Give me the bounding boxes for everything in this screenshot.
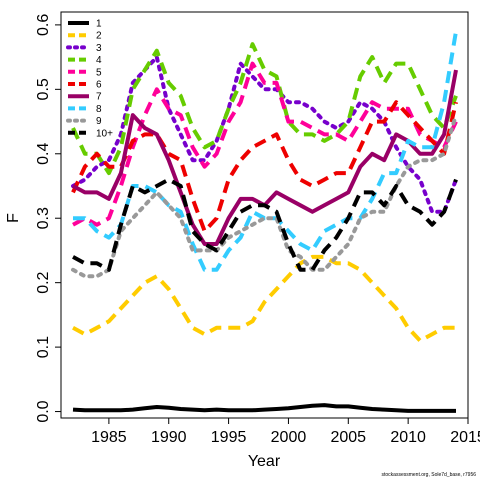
y-tick-label: 0.1	[35, 336, 52, 358]
legend-label-1: 1	[96, 19, 102, 30]
series-line-1	[72, 403, 456, 413]
x-tick-label: 2015	[450, 429, 480, 446]
y-tick-label: 0.6	[35, 14, 52, 36]
y-axis: 0.0 0.1 0.2 0.3 0.4 0.5 0.6	[35, 14, 61, 423]
legend-label-10: 10+	[96, 128, 113, 139]
y-tick-label: 0.4	[35, 143, 52, 165]
legend-label-2: 2	[96, 31, 102, 42]
y-tick-label: 0.2	[35, 271, 52, 293]
series-line-2	[72, 254, 456, 343]
series-layer	[71, 30, 458, 413]
plot-frame	[60, 11, 469, 419]
caption: stockassessment.org, Sole7d_base, r7956	[381, 472, 477, 478]
x-tick-label: 1995	[211, 429, 247, 446]
x-tick-label: 1985	[91, 429, 127, 446]
y-tick-label: 0.3	[35, 207, 52, 229]
x-axis: 1985 1990 1995 2000 2005 2010 2015	[91, 418, 480, 446]
legend-label-4: 4	[96, 55, 102, 66]
x-tick-label: 2005	[330, 429, 366, 446]
x-tick-label: 1990	[151, 429, 187, 446]
legend-label-7: 7	[96, 92, 102, 103]
legend-label-5: 5	[96, 67, 102, 78]
series-line-4	[71, 42, 458, 176]
series-line-8	[73, 30, 458, 272]
legend-label-9: 9	[96, 116, 102, 127]
series-line-10	[72, 177, 458, 272]
series-line-6	[71, 100, 458, 234]
y-tick-label: 0.5	[35, 78, 52, 100]
legend-label-3: 3	[96, 43, 102, 54]
legend-label-8: 8	[96, 104, 102, 115]
plot-border	[60, 11, 469, 419]
x-tick-label: 2000	[271, 429, 307, 446]
y-tick-label: 0.0	[35, 400, 52, 422]
x-tick-label: 2010	[390, 429, 426, 446]
x-axis-label: Year	[248, 453, 281, 470]
legend-label-6: 6	[96, 80, 102, 91]
y-axis-label: F	[5, 213, 22, 223]
